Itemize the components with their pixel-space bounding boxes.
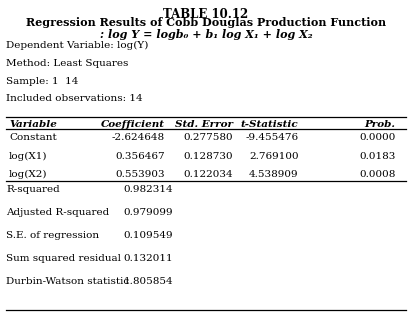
Text: Variable: Variable bbox=[9, 120, 57, 129]
Text: Durbin-Watson statistic: Durbin-Watson statistic bbox=[6, 277, 129, 286]
Text: 0.122034: 0.122034 bbox=[183, 170, 233, 179]
Text: 0.553903: 0.553903 bbox=[115, 170, 165, 179]
Text: 2.769100: 2.769100 bbox=[249, 152, 299, 160]
Text: Regression Results of Cobb Douglas Production Function: Regression Results of Cobb Douglas Produ… bbox=[26, 17, 386, 29]
Text: Constant: Constant bbox=[9, 133, 57, 142]
Text: 0.0183: 0.0183 bbox=[359, 152, 396, 160]
Text: TABLE 10.12: TABLE 10.12 bbox=[164, 8, 248, 21]
Text: 0.277580: 0.277580 bbox=[183, 133, 233, 142]
Text: 1.805854: 1.805854 bbox=[124, 277, 173, 286]
Text: log(X1): log(X1) bbox=[9, 152, 47, 161]
Text: t-Statistic: t-Statistic bbox=[241, 120, 299, 129]
Text: Adjusted R-squared: Adjusted R-squared bbox=[6, 208, 110, 217]
Text: Sample: 1  14: Sample: 1 14 bbox=[6, 77, 79, 86]
Text: Sum squared residual: Sum squared residual bbox=[6, 254, 121, 263]
Text: Method: Least Squares: Method: Least Squares bbox=[6, 59, 129, 68]
Text: Coefficient: Coefficient bbox=[101, 120, 165, 129]
Text: 0.109549: 0.109549 bbox=[124, 231, 173, 240]
Text: log(X2): log(X2) bbox=[9, 170, 47, 179]
Text: 0.979099: 0.979099 bbox=[124, 208, 173, 217]
Text: Included observations: 14: Included observations: 14 bbox=[6, 94, 143, 103]
Text: Prob.: Prob. bbox=[365, 120, 396, 129]
Text: -9.455476: -9.455476 bbox=[246, 133, 299, 142]
Text: 0.0008: 0.0008 bbox=[359, 170, 396, 179]
Text: -2.624648: -2.624648 bbox=[112, 133, 165, 142]
Text: 4.538909: 4.538909 bbox=[249, 170, 299, 179]
Text: Std. Error: Std. Error bbox=[175, 120, 233, 129]
Text: R-squared: R-squared bbox=[6, 185, 60, 194]
Text: Dependent Variable: log(Y): Dependent Variable: log(Y) bbox=[6, 41, 149, 50]
Text: 0.982314: 0.982314 bbox=[124, 185, 173, 194]
Text: 0.0000: 0.0000 bbox=[359, 133, 396, 142]
Text: S.E. of regression: S.E. of regression bbox=[6, 231, 99, 240]
Text: : log Y = logb₀ + b₁ log X₁ + log X₂: : log Y = logb₀ + b₁ log X₁ + log X₂ bbox=[100, 29, 312, 40]
Text: 0.132011: 0.132011 bbox=[124, 254, 173, 263]
Text: 0.128730: 0.128730 bbox=[183, 152, 233, 160]
Text: 0.356467: 0.356467 bbox=[115, 152, 165, 160]
